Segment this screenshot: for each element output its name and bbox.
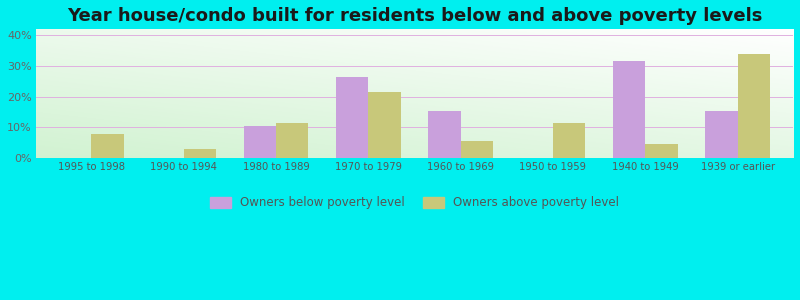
Bar — [368, 92, 401, 158]
Bar — [613, 61, 646, 158]
Legend: Owners below poverty level, Owners above poverty level: Owners below poverty level, Owners above… — [205, 192, 624, 214]
Bar — [184, 149, 216, 158]
Bar — [276, 123, 308, 158]
Bar — [706, 110, 738, 158]
Bar — [738, 54, 770, 158]
Bar — [336, 77, 368, 158]
Bar — [461, 141, 493, 158]
Bar — [428, 110, 461, 158]
Bar — [646, 144, 678, 158]
Bar — [91, 134, 123, 158]
Bar — [553, 123, 586, 158]
Bar — [244, 126, 276, 158]
Title: Year house/condo built for residents below and above poverty levels: Year house/condo built for residents bel… — [66, 7, 762, 25]
